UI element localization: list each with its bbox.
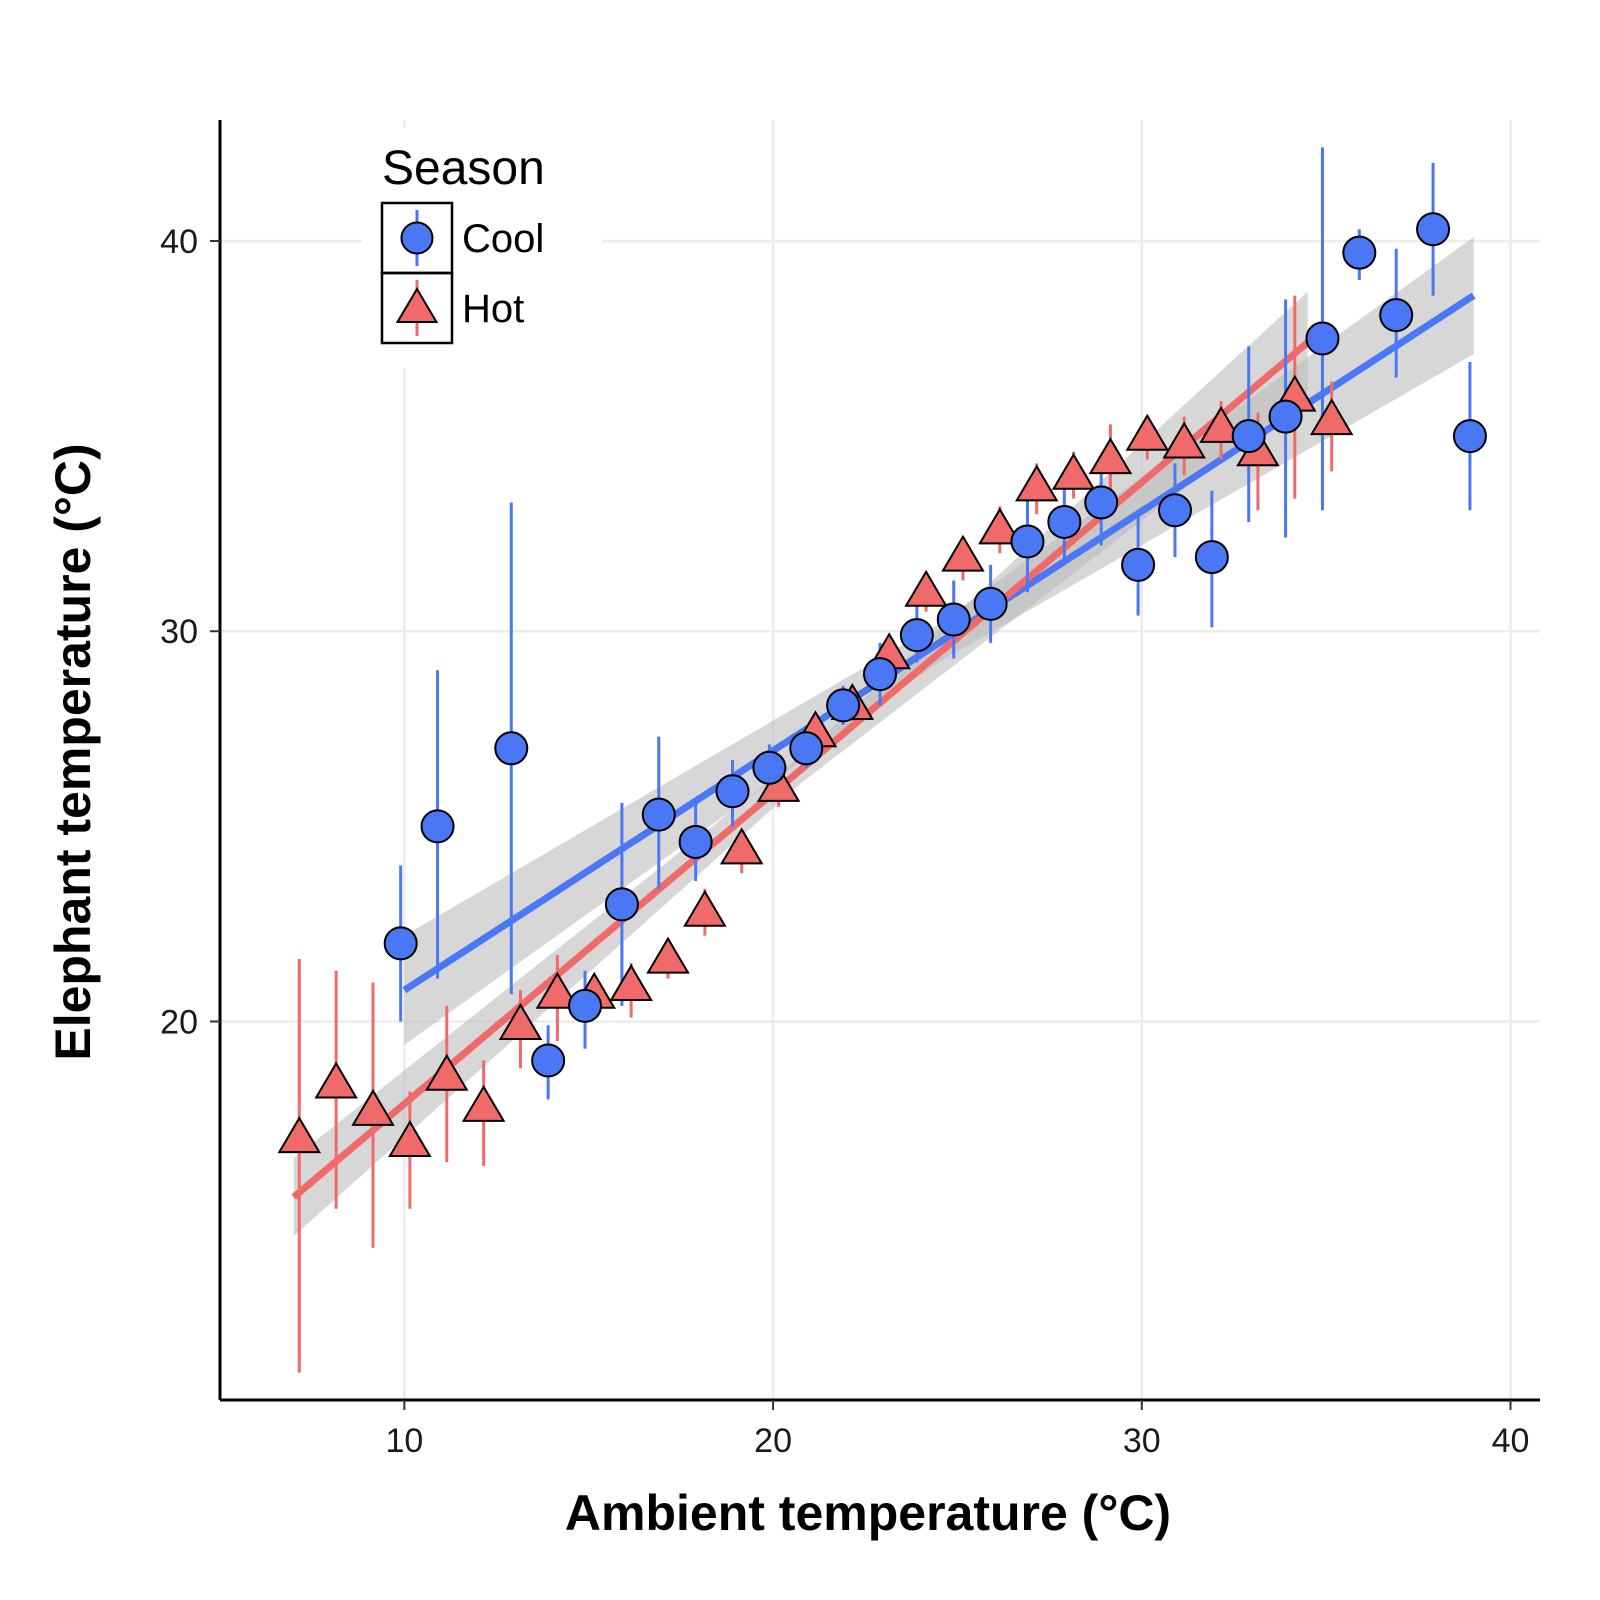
data-point-hot [941,534,985,572]
data-point-cool [383,926,418,961]
x-tick-label: 30 [1123,1422,1161,1460]
data-point-cool [604,887,639,922]
data-point-cool [1452,419,1487,454]
data-point-hot [1162,421,1206,459]
data-point-hot [425,1053,469,1091]
x-axis-title: Ambient temperature (°C) [565,1485,1171,1541]
data-point-hot [1125,413,1170,451]
data-point-cool [973,586,1008,621]
data-point-hot [535,971,580,1009]
data-point-cool [568,988,603,1023]
data-point-cool [678,824,713,859]
data-point-cool [641,797,676,832]
data-point-cool [1231,419,1266,454]
legend-key-hot [380,271,454,345]
legend-label-cool: Cool [462,217,544,261]
data-point-cool [494,731,529,766]
data-point-cool [1268,399,1303,434]
data-point-cool [1157,493,1192,528]
y-tick-label: 20 [160,1003,198,1041]
axes [210,120,1540,1410]
data-point-cool [715,774,750,809]
legend: Season Cool Hot [362,128,602,368]
data-point-cool [1416,212,1451,247]
data-point-hot [1088,437,1133,475]
data-point-hot [683,889,727,927]
fit-line-hot [291,339,1310,1200]
data-point-hot [609,963,653,1001]
data-point-cool [1010,524,1045,559]
data-point-cool [789,731,824,766]
data-point-hot [277,1116,322,1154]
data-point-cool [863,657,897,692]
data-point-cool [1379,298,1414,333]
data-point-cool [1342,235,1377,270]
data-point-hot [1199,405,1243,443]
data-point-hot [461,1084,506,1122]
data-point-hot [314,1061,358,1099]
legend-hot-marker [395,287,439,323]
data-point-cool [1194,540,1229,575]
data-point-hot [351,1088,395,1126]
data-point-cool [899,618,934,653]
data-point-hot [1309,398,1354,436]
legend-cool-marker [400,221,434,255]
x-tick-label: 20 [754,1422,792,1460]
data-point-cool [752,750,787,785]
data-point-cool [936,602,971,637]
data-point-hot [388,1120,432,1158]
legend-label-hot: Hot [462,287,524,331]
y-tick-label: 40 [160,223,198,261]
data-point-hot [1014,464,1059,502]
data-point-cool [1084,485,1119,520]
data-point-hot [646,936,690,974]
data-point-cool [420,809,455,844]
data-point-cool [531,1043,566,1078]
data-point-hot [904,569,948,607]
data-point-cool [826,688,861,723]
tick-labels: 10 20 30 40 20 30 40 [160,223,1529,1460]
data-point-hot [1051,452,1096,490]
data-point-hot [719,827,764,865]
data-points [277,212,1487,1158]
y-axis-title: Elephant temperature (°C) [45,443,101,1060]
y-tick-label: 30 [160,613,198,651]
data-point-hot [498,1002,543,1040]
x-tick-label: 40 [1492,1422,1530,1460]
legend-background [362,128,602,368]
x-tick-label: 10 [385,1422,423,1460]
fit-line-cool [402,292,1476,994]
data-point-cool [1121,547,1156,582]
data-point-hot [978,507,1022,545]
legend-title: Season [382,142,545,195]
data-point-cool [1305,321,1340,356]
data-point-cool [1047,504,1082,539]
